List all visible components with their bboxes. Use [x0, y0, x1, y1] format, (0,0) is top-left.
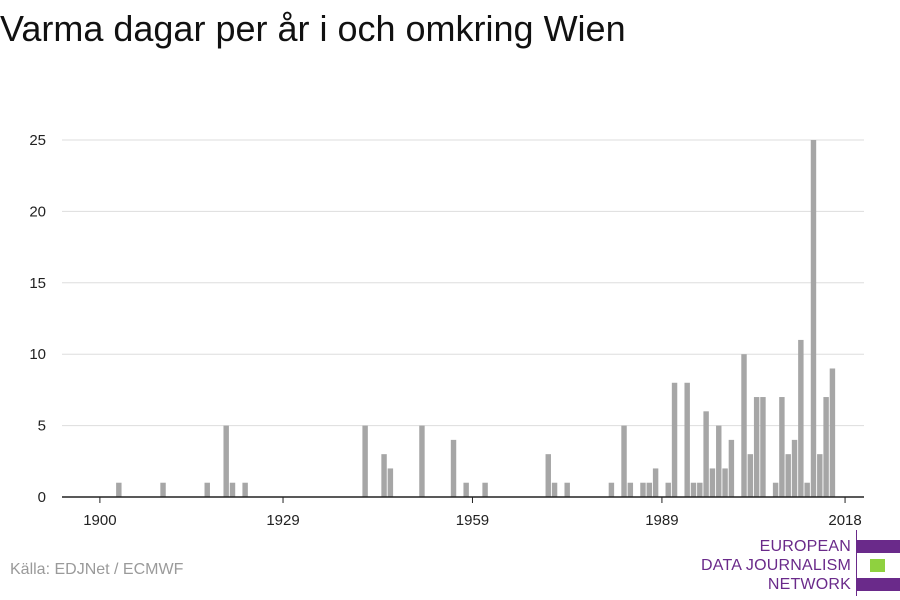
chart-title: Varma dagar per år i och omkring Wien: [0, 8, 626, 49]
bar: [785, 454, 791, 497]
y-tick-label: 0: [38, 489, 46, 506]
x-tick-label: 1959: [456, 512, 489, 529]
y-axis-ticks: 0 5 10 15 20 25: [29, 132, 46, 506]
bar: [716, 425, 722, 497]
bar: [646, 482, 653, 497]
bar: [381, 454, 387, 497]
bar: [621, 425, 627, 497]
logo-bar-purple-bottom: [857, 578, 900, 591]
bar: [671, 382, 678, 497]
logo-bar-green: [870, 559, 885, 572]
logo-line-1: EUROPEAN: [759, 538, 851, 555]
bar: [608, 482, 615, 497]
bar: [709, 468, 716, 497]
bar: [242, 482, 248, 497]
logo-line-3: NETWORK: [767, 576, 851, 593]
bar: [551, 482, 558, 497]
logo-divider: [856, 530, 857, 596]
bar: [804, 482, 810, 497]
bar: [772, 482, 779, 497]
bar: [728, 439, 735, 497]
bar: [665, 482, 671, 497]
bar: [690, 482, 697, 497]
bar: [823, 397, 829, 497]
bar: [741, 354, 747, 497]
bar: [627, 482, 634, 497]
bar: [684, 382, 690, 497]
x-axis: 1900 1929 1959 1989 2018: [62, 496, 864, 529]
bar: [116, 482, 122, 497]
bar: [722, 468, 728, 497]
x-tick-label: 1900: [83, 512, 116, 529]
x-tick-label: 1989: [645, 512, 678, 529]
logo-bar-purple-top: [857, 540, 900, 553]
bar: [753, 397, 760, 497]
bar: [817, 454, 823, 497]
bar: [810, 140, 817, 497]
edjnet-logo: EUROPEAN DATA JOURNALISM NETWORK: [700, 530, 900, 596]
bar: [419, 425, 425, 497]
bar: [160, 482, 166, 497]
bar: [482, 482, 488, 497]
bar: [450, 439, 457, 497]
bar: [652, 468, 659, 497]
bar: [747, 454, 754, 497]
bar: [545, 454, 551, 497]
bars: [116, 140, 836, 497]
x-tick-label: 1929: [266, 512, 299, 529]
y-tick-label: 20: [29, 203, 46, 220]
source-note: Källa: EDJNet / ECMWF: [10, 561, 184, 578]
bar: [697, 482, 703, 497]
y-tick-label: 10: [29, 346, 46, 363]
y-tick-label: 25: [29, 132, 46, 149]
bar: [798, 339, 804, 497]
x-tick-label: 2018: [828, 512, 861, 529]
y-tick-label: 5: [38, 418, 46, 435]
bar: [760, 397, 766, 497]
bar: [779, 397, 785, 497]
bar: [703, 411, 709, 497]
y-tick-label: 15: [29, 275, 46, 292]
bar: [463, 482, 469, 497]
bar: [387, 468, 394, 497]
bar: [362, 425, 368, 497]
bar: [223, 425, 229, 497]
bar: [791, 439, 798, 497]
bar: [564, 482, 570, 497]
gridlines: [62, 139, 864, 427]
bar: [229, 482, 236, 497]
bar: [829, 368, 836, 497]
bar: [204, 482, 210, 497]
bar: [640, 482, 646, 497]
logo-line-2: DATA JOURNALISM: [701, 557, 851, 574]
